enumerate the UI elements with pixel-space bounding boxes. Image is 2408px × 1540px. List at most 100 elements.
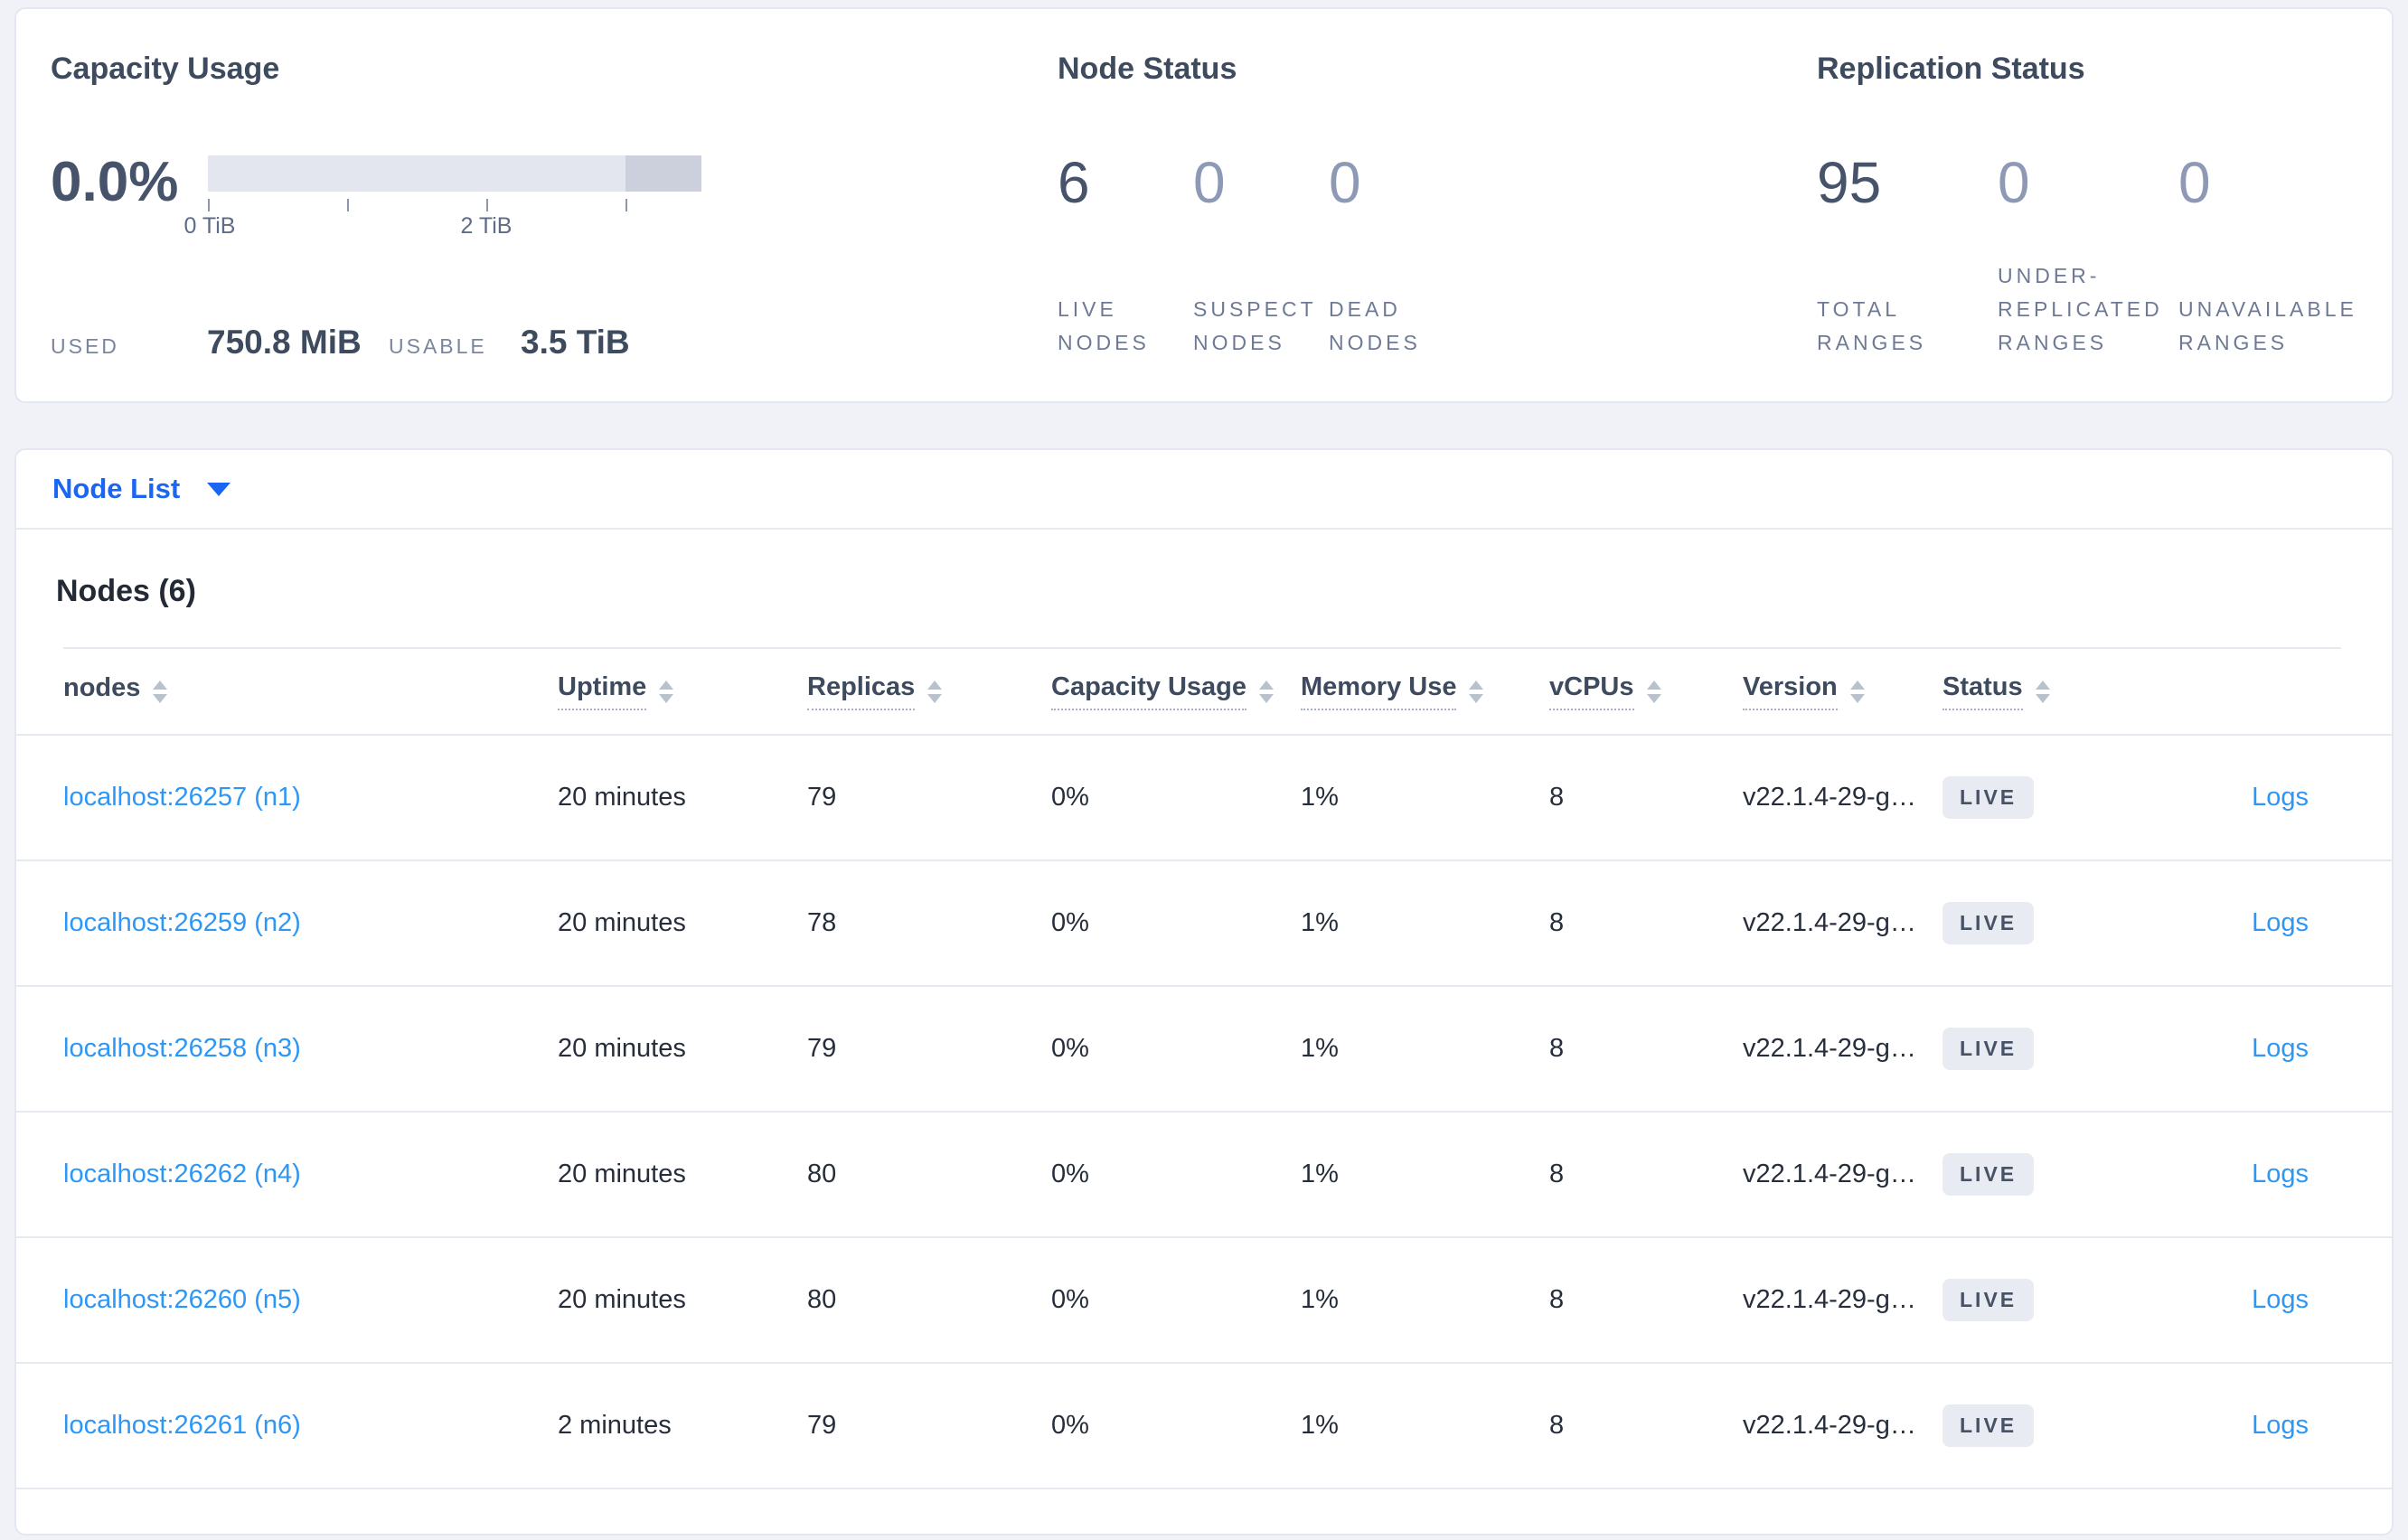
axis-tick [626, 199, 627, 211]
unavailable-ranges-stat: 0 UNAVAILABLE RANGES [2178, 146, 2392, 401]
node-link[interactable]: localhost:26258 (n3) [63, 1034, 301, 1063]
dead-nodes-stat: 0 DEAD NODES [1329, 146, 1473, 401]
sort-icon[interactable] [2035, 680, 2050, 703]
column-header-capacity-usage-label: Capacity Usage [1051, 672, 1246, 710]
sort-icon[interactable] [659, 680, 674, 703]
sort-icon[interactable] [1259, 680, 1274, 703]
live-nodes-value: 6 [1058, 150, 1090, 215]
uptime-cell: 20 minutes [558, 735, 807, 861]
status-badge: LIVE [1942, 1404, 2035, 1447]
node-link[interactable]: localhost:26257 (n1) [63, 783, 301, 812]
vcpus-cell: 8 [1549, 735, 1743, 861]
capacity-usage-cell: 0% [1051, 735, 1301, 861]
under-replicated-value: 0 [1998, 150, 2030, 215]
node-link[interactable]: localhost:26259 (n2) [63, 908, 301, 937]
sort-icon[interactable] [1469, 680, 1484, 703]
node-list-dropdown[interactable]: Node List [52, 473, 231, 505]
logs-link[interactable]: Logs [2252, 1034, 2309, 1063]
status-badge: LIVE [1942, 902, 2035, 944]
column-header-logs [2135, 649, 2392, 736]
nodes-section-heading: Nodes (6) [56, 574, 196, 608]
column-header-version[interactable]: Version [1743, 649, 1942, 736]
column-header-capacity-usage[interactable]: Capacity Usage [1051, 649, 1301, 736]
node-status-panel: Node Status 6 LIVE NODES 0 SUSPECT NODES… [1058, 9, 1817, 401]
live-nodes-label: LIVE NODES [1058, 297, 1150, 354]
replicas-cell: 79 [807, 735, 1051, 861]
uptime-cell: 2 minutes [558, 1363, 807, 1489]
used-label: USED [51, 334, 119, 358]
node-list-dropdown-label: Node List [52, 473, 181, 504]
node-list-card: Node List Nodes (6) nodes Uptime Re [14, 448, 2394, 1535]
status-badge: LIVE [1942, 776, 2035, 819]
memory-use-cell: 1% [1301, 1112, 1549, 1238]
sort-icon[interactable] [1646, 680, 1661, 703]
node-status-stats: 6 LIVE NODES 0 SUSPECT NODES 0 DEAD NODE… [1058, 146, 1817, 401]
replicas-cell: 79 [807, 1363, 1051, 1489]
axis-tick [208, 199, 210, 211]
usable-value: 3.5 TiB [521, 324, 630, 361]
capacity-gauge: 0.0% 0 TiB 2 TiB [51, 146, 1058, 242]
replicas-cell: 80 [807, 1112, 1051, 1238]
table-row: localhost:26262 (n4) 20 minutes 80 0% 1%… [16, 1112, 2392, 1238]
table-row: localhost:26258 (n3) 20 minutes 79 0% 1%… [16, 986, 2392, 1113]
column-header-nodes-label: nodes [63, 673, 141, 702]
version-cell: v22.1.4-29-g… [1743, 735, 1942, 861]
logs-link[interactable]: Logs [2252, 908, 2309, 937]
column-header-status-label: Status [1942, 672, 2023, 710]
uptime-cell: 20 minutes [558, 1237, 807, 1364]
unavailable-ranges-value: 0 [2178, 150, 2211, 215]
status-badge: LIVE [1942, 1028, 2035, 1070]
suspect-nodes-label: SUSPECT NODES [1193, 297, 1317, 354]
total-ranges-stat: 95 TOTAL RANGES [1817, 146, 1998, 401]
uptime-cell: 20 minutes [558, 860, 807, 987]
under-replicated-stat: 0 UNDER-REPLICATED RANGES [1998, 146, 2178, 401]
node-link[interactable]: localhost:26262 (n4) [63, 1160, 301, 1188]
memory-use-cell: 1% [1301, 986, 1549, 1113]
column-header-uptime[interactable]: Uptime [558, 649, 807, 736]
column-header-vcpus[interactable]: vCPUs [1549, 649, 1743, 736]
capacity-usage-cell: 0% [1051, 860, 1301, 987]
suspect-nodes-value: 0 [1193, 150, 1226, 215]
version-cell: v22.1.4-29-g… [1743, 1363, 1942, 1489]
table-top-divider [63, 647, 2341, 649]
capacity-usage-cell: 0% [1051, 1112, 1301, 1238]
memory-use-cell: 1% [1301, 1237, 1549, 1364]
node-link[interactable]: localhost:26261 (n6) [63, 1411, 301, 1440]
replicas-cell: 78 [807, 860, 1051, 987]
sort-icon[interactable] [153, 680, 168, 703]
node-link[interactable]: localhost:26260 (n5) [63, 1285, 301, 1314]
column-header-nodes[interactable]: nodes [16, 649, 558, 736]
status-badge: LIVE [1942, 1279, 2035, 1321]
replicas-cell: 79 [807, 986, 1051, 1113]
table-header-row: nodes Uptime Replicas Capacity Usage Mem… [16, 649, 2392, 736]
sort-icon[interactable] [927, 680, 943, 703]
chevron-down-icon [207, 482, 231, 496]
capacity-usage-panel: Capacity Usage 0.0% 0 TiB 2 TiB [16, 9, 1058, 401]
dead-nodes-label: DEAD NODES [1329, 297, 1421, 354]
version-cell: v22.1.4-29-g… [1743, 986, 1942, 1113]
capacity-axis-ticks [208, 192, 701, 213]
column-header-replicas-label: Replicas [807, 672, 916, 710]
capacity-usage-cell: 0% [1051, 1237, 1301, 1364]
capacity-used-usable-row: USED 750.8 MiB USABLE 3.5 TiB [51, 324, 1058, 401]
sort-icon[interactable] [1849, 680, 1865, 703]
axis-label-0tib: 0 TiB [183, 213, 236, 239]
unavailable-ranges-label: UNAVAILABLE RANGES [2178, 297, 2357, 354]
vcpus-cell: 8 [1549, 986, 1743, 1113]
version-cell: v22.1.4-29-g… [1743, 1237, 1942, 1364]
logs-link[interactable]: Logs [2252, 1411, 2309, 1440]
version-cell: v22.1.4-29-g… [1743, 860, 1942, 987]
column-header-memory-use[interactable]: Memory Use [1301, 649, 1549, 736]
column-header-replicas[interactable]: Replicas [807, 649, 1051, 736]
column-header-status[interactable]: Status [1942, 649, 2135, 736]
capacity-usage-cell: 0% [1051, 1363, 1301, 1489]
node-list-selector-bar: Node List [16, 450, 2392, 530]
logs-link[interactable]: Logs [2252, 783, 2309, 812]
dead-nodes-value: 0 [1329, 150, 1361, 215]
capacity-usage-title: Capacity Usage [51, 52, 280, 86]
capacity-axis-labels: 0 TiB 2 TiB [184, 213, 701, 242]
table-row: localhost:26259 (n2) 20 minutes 78 0% 1%… [16, 860, 2392, 987]
uptime-cell: 20 minutes [558, 986, 807, 1113]
logs-link[interactable]: Logs [2252, 1285, 2309, 1314]
logs-link[interactable]: Logs [2252, 1160, 2309, 1188]
